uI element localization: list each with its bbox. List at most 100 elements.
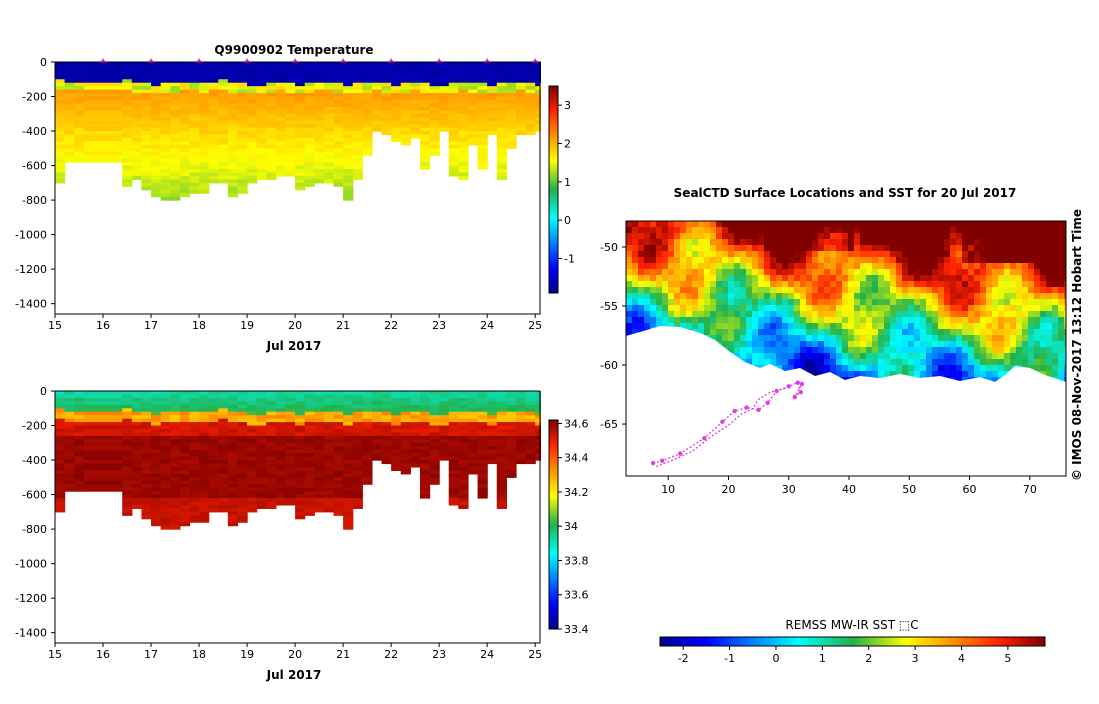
profile-cell [372,436,382,440]
profile-cell [65,110,75,114]
profile-cell [199,457,209,461]
sst-cell [782,239,789,246]
profile-cell [170,512,180,516]
profile-cell [362,446,372,450]
profile-cell [237,121,247,125]
profile-cell [420,138,430,142]
profile-cell [247,463,257,467]
profile-cell [161,197,171,201]
sst-cell [800,329,807,336]
profile-cell [257,162,267,166]
profile-cell [362,76,372,80]
profile-cell [74,432,84,436]
profile-cell [295,76,305,80]
sst-cell [788,221,795,228]
profile-cell [458,159,468,163]
profile-cell [285,134,295,138]
sst-cell [680,257,687,264]
profile-cell [295,412,305,416]
profile-cell [74,117,84,121]
profile-cell [209,86,219,90]
profile-cell [353,470,363,474]
profile-cell [199,155,209,159]
profile-cell [478,488,488,492]
profile-cell [430,103,440,107]
profile-cell [180,183,190,187]
sst-cell [872,233,879,240]
sst-cell [866,323,873,330]
profile-cell [189,172,199,176]
profile-cell [228,162,238,166]
profile-cell [209,93,219,97]
sst-cell [740,353,747,360]
profile-cell [65,422,75,426]
profile-cell [122,443,132,447]
sst-cell [698,293,705,300]
profile-cell [285,141,295,145]
profile-cell [122,86,132,90]
profile-cell [276,110,286,114]
profile-cell [362,97,372,101]
profile-cell [170,172,180,176]
profile-cell [314,488,324,492]
sst-cell [716,311,723,318]
profile-cell [170,522,180,526]
profile-cell [506,117,516,121]
profile-cell [141,474,151,478]
profile-cell [141,117,151,121]
profile-cell [132,491,142,495]
profile-cell [74,408,84,412]
profile-cell [334,107,344,111]
profile-cell [199,477,209,481]
profile-cell [324,415,334,419]
profile-cell [247,436,257,440]
profile-cell [180,86,190,90]
profile-cell [343,166,353,170]
profile-cell [468,398,478,402]
profile-cell [218,457,228,461]
profile-cell [55,117,65,121]
profile-cell [314,470,324,474]
profile-cell [180,477,190,481]
profile-cell [295,453,305,457]
profile-cell [420,453,430,457]
profile-cell [161,114,171,118]
profile-cell [439,97,449,101]
profile-cell [362,450,372,454]
profile-cell [132,470,142,474]
profile-cell [314,467,324,471]
profile-cell [228,505,238,509]
profile-cell [497,474,507,478]
profile-cell [430,408,440,412]
sst-cell [704,287,711,294]
sst-cell [866,281,873,288]
profile-cell [74,398,84,402]
profile-cell [228,443,238,447]
profile-cell [170,124,180,128]
profile-cell [516,72,526,76]
profile-cell [257,110,267,114]
profile-cell [151,76,161,80]
profile-cell [324,93,334,97]
profile-cell [487,394,497,398]
profile-cell [343,457,353,461]
sst-cell [872,371,879,378]
profile-cell [497,86,507,90]
x-tick-label: 17 [144,648,158,661]
sst-cell [632,323,639,330]
profile-cell [237,162,247,166]
profile-cell [468,90,478,94]
sst-cell [740,245,747,252]
profile-cell [285,145,295,149]
profile-cell [228,97,238,101]
profile-cell [285,169,295,173]
profile-cell [161,145,171,149]
profile-cell [151,460,161,464]
profile-cell [132,432,142,436]
profile-cell [237,159,247,163]
profile-cell [401,450,411,454]
profile-cell [218,401,228,405]
profile-cell [161,429,171,433]
profile-cell [343,526,353,530]
